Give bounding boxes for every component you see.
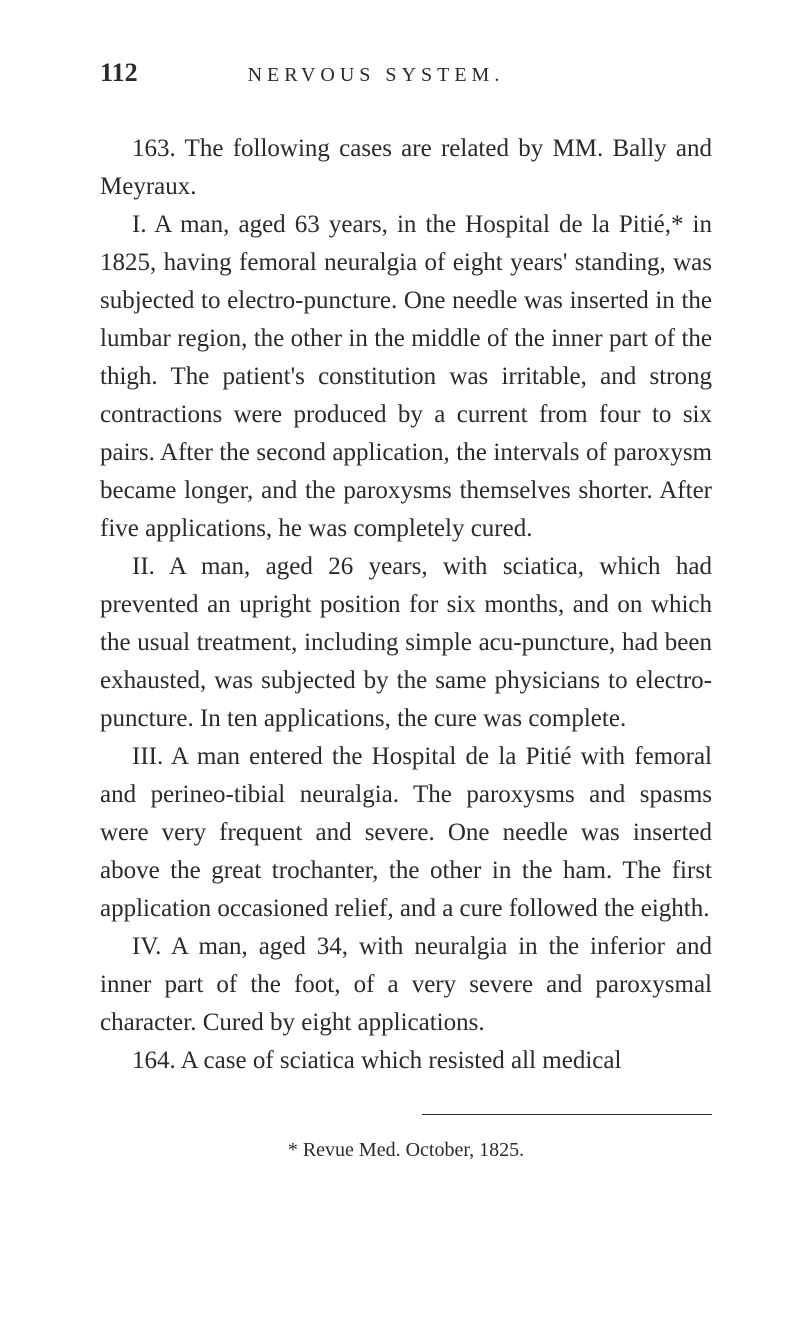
paragraph-case-2: II. A man, aged 26 years, with sciatica,… xyxy=(100,548,712,738)
paragraph-163: 163. The following cases are related by … xyxy=(100,130,712,206)
paragraph-case-3: III. A man entered the Hospital de la Pi… xyxy=(100,738,712,928)
body-text: 163. The following cases are related by … xyxy=(100,130,712,1080)
page-header: 112 NERVOUS SYSTEM. xyxy=(100,58,712,88)
paragraph-case-4: IV. A man, aged 34, with neuralgia in th… xyxy=(100,928,712,1042)
paragraph-164: 164. A case of sciatica which resisted a… xyxy=(100,1042,712,1080)
footnote: * Revue Med. October, 1825. xyxy=(100,1139,712,1162)
paragraph-case-1: I. A man, aged 63 years, in the Hospital… xyxy=(100,206,712,548)
page-number: 112 xyxy=(100,58,138,88)
running-title: NERVOUS SYSTEM. xyxy=(248,64,505,87)
footnote-separator xyxy=(422,1114,712,1115)
